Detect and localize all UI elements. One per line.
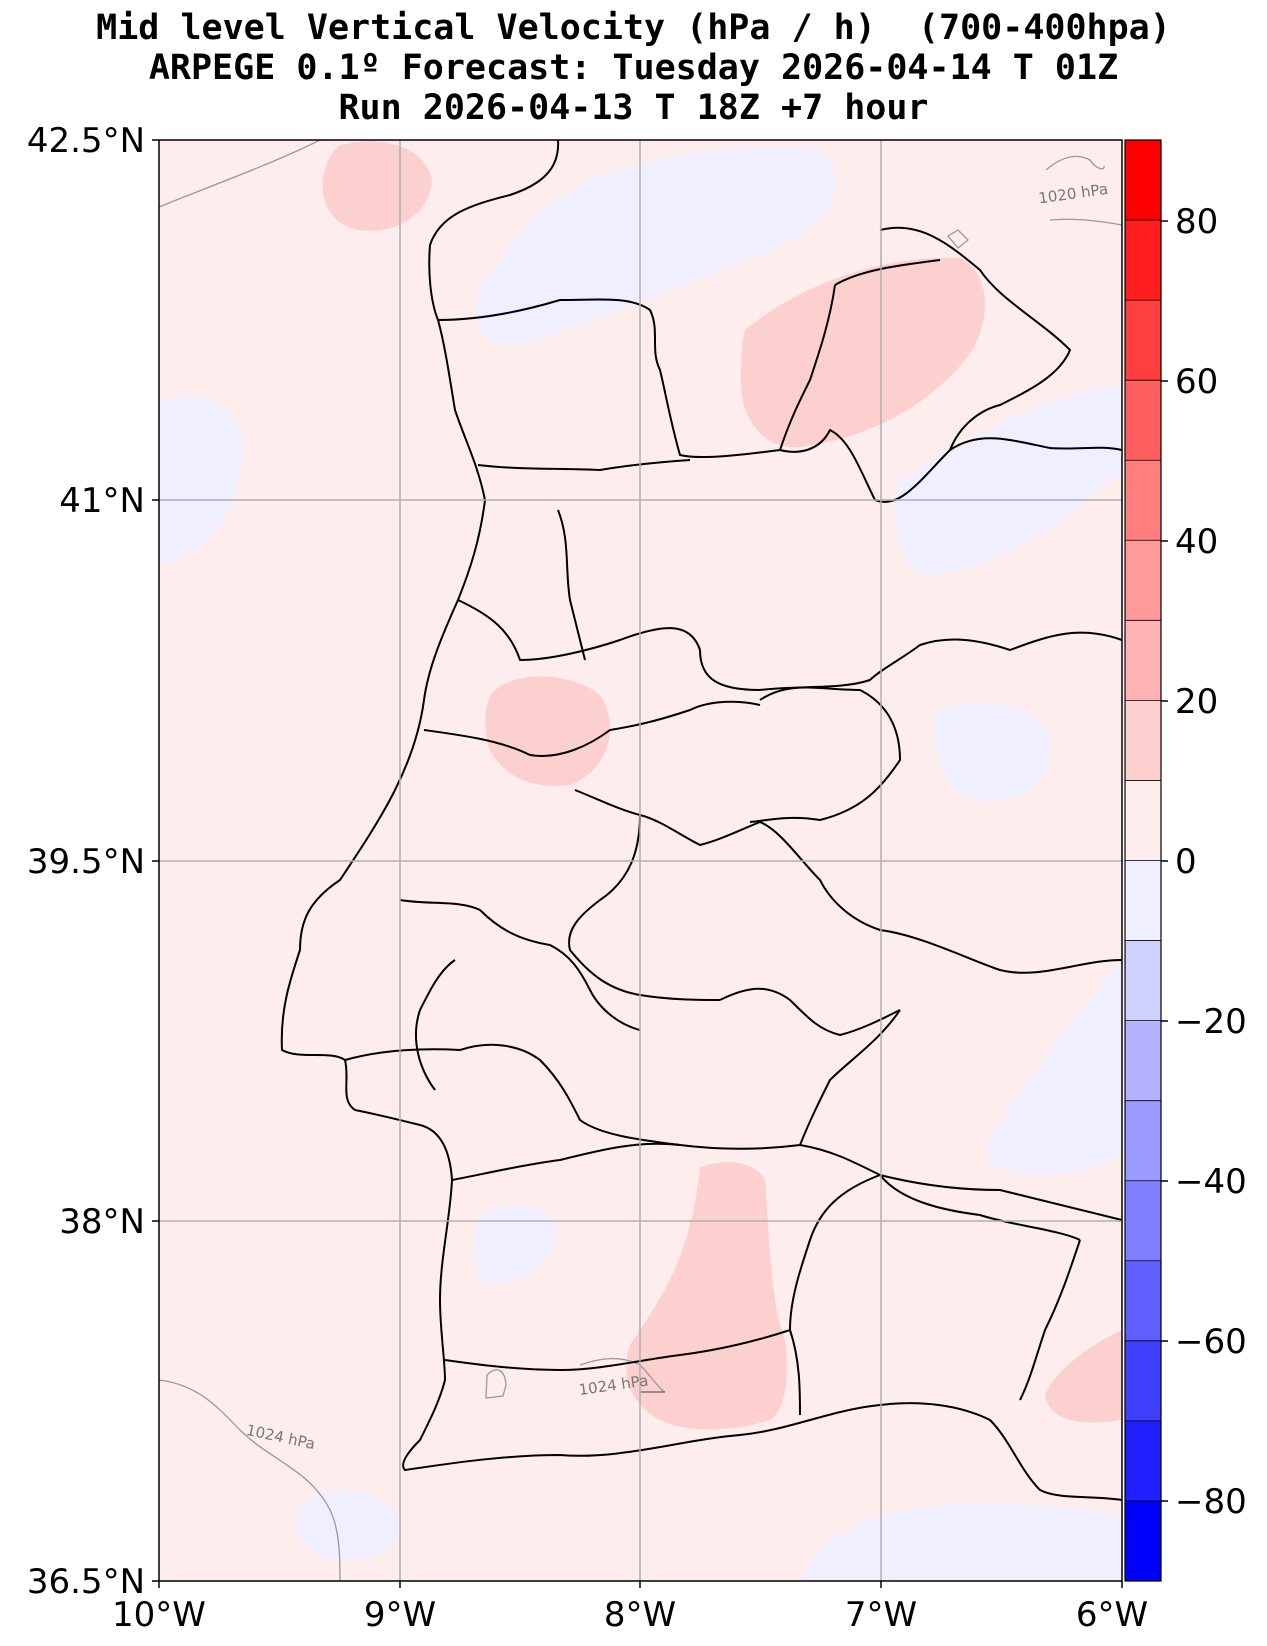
border-line	[749, 686, 901, 823]
isobar-line	[159, 1379, 341, 1581]
lon-label: 8°W	[604, 1595, 676, 1635]
colorbar-tick-label: −60	[1175, 1322, 1247, 1362]
border-line	[779, 284, 836, 451]
colorbar-segment	[1125, 700, 1161, 781]
border-line	[574, 789, 1122, 974]
gridlines	[159, 140, 1122, 1581]
positive-area	[740, 257, 985, 448]
negative-area	[895, 385, 1122, 575]
negative-area	[473, 1205, 556, 1283]
lat-label: 39.5°N	[27, 842, 145, 882]
coastline	[280, 140, 1122, 1501]
isobar-line	[1045, 155, 1105, 171]
colorbar-segment	[1125, 620, 1161, 701]
isobar-line	[485, 1369, 507, 1399]
colorbar-tick-label: −40	[1175, 1162, 1247, 1202]
border-line	[879, 226, 1071, 451]
border-line	[879, 1174, 1081, 1241]
colorbar-tick-label: −80	[1175, 1482, 1247, 1522]
colorbar-segment	[1125, 380, 1161, 461]
colorbar-segment	[1125, 1260, 1161, 1341]
border-line	[834, 259, 941, 286]
border-line	[399, 899, 641, 1031]
colorbar-segment	[1125, 540, 1161, 621]
positive-area	[485, 676, 610, 786]
colorbar-tick-label: −20	[1175, 1002, 1247, 1042]
border-line	[423, 700, 761, 757]
colorbar-segment	[1125, 1180, 1161, 1261]
negative-area	[296, 1489, 400, 1561]
borders	[280, 140, 1122, 1501]
colorbar-tick-label: 20	[1175, 682, 1218, 722]
border-line	[719, 987, 901, 1036]
colorbar-segment	[1125, 1500, 1161, 1581]
colorbar-segment	[1125, 220, 1161, 301]
colorbar-segment	[1125, 780, 1161, 861]
negative-area	[475, 147, 836, 346]
colorbar-tick-label: 80	[1175, 202, 1218, 242]
colorbar-tick-label: 0	[1175, 842, 1197, 882]
border-line	[568, 814, 721, 1001]
axis-ticks	[152, 139, 1123, 1588]
lon-label: 9°W	[364, 1595, 436, 1635]
colorbar-segment	[1125, 860, 1161, 941]
colorbar-segment	[1125, 300, 1161, 381]
lat-label: 36.5°N	[27, 1562, 145, 1602]
colorbar-ticks	[1161, 220, 1168, 1502]
border-line	[451, 1142, 681, 1181]
lon-label: 10°W	[112, 1595, 206, 1635]
colorbar-segment	[1125, 1100, 1161, 1181]
colorbar-segment	[1125, 460, 1161, 541]
positive-area	[626, 1162, 787, 1430]
lon-label: 7°W	[845, 1595, 917, 1635]
border-line	[477, 459, 691, 471]
lon-label: 6°W	[1076, 1595, 1148, 1635]
isobar-line	[1049, 218, 1122, 226]
border-line	[1019, 1239, 1081, 1401]
lat-label: 38°N	[59, 1202, 145, 1242]
negative-area	[159, 396, 243, 565]
positive-area	[322, 141, 432, 231]
border-line	[789, 1329, 801, 1416]
colorbar-segment	[1125, 1420, 1161, 1501]
colorbar-tick-label: 40	[1175, 522, 1218, 562]
isobar-line	[947, 229, 969, 249]
colorbar	[1125, 140, 1161, 1581]
border-line	[789, 1174, 881, 1331]
colorbar-segment	[1125, 940, 1161, 1021]
title-line-3: Run 2026-04-13 T 18Z +7 hour	[338, 88, 929, 128]
border-line	[437, 298, 1122, 503]
title-line-2: ARPEGE 0.1º Forecast: Tuesday 2026-04-14…	[148, 48, 1119, 88]
lat-label: 41°N	[59, 481, 145, 521]
colorbar-segment	[1125, 1020, 1161, 1101]
colorbar-segment	[1125, 140, 1161, 221]
border-line	[457, 599, 1122, 691]
colorbar-segment	[1125, 1340, 1161, 1421]
isobar-line	[159, 140, 321, 208]
title-line-1: Mid level Vertical Velocity (hPa / h) (7…	[96, 8, 1171, 48]
positive-area	[1045, 1330, 1122, 1423]
negative-area	[934, 703, 1051, 801]
border-line	[799, 1009, 901, 1146]
border-line	[344, 1043, 1122, 1221]
colorbar-tick-label: 60	[1175, 362, 1218, 402]
negative-area	[985, 960, 1122, 1175]
border-line	[444, 1329, 791, 1371]
border-line	[414, 959, 456, 1091]
map-title: Mid level Vertical Velocity (hPa / h) (7…	[0, 8, 1267, 128]
lat-label: 42.5°N	[27, 121, 145, 161]
border-line	[557, 509, 586, 661]
